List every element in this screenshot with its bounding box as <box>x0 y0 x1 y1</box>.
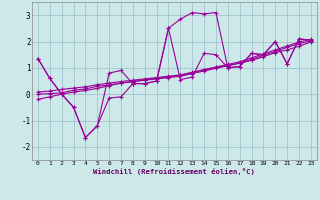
X-axis label: Windchill (Refroidissement éolien,°C): Windchill (Refroidissement éolien,°C) <box>93 168 255 175</box>
